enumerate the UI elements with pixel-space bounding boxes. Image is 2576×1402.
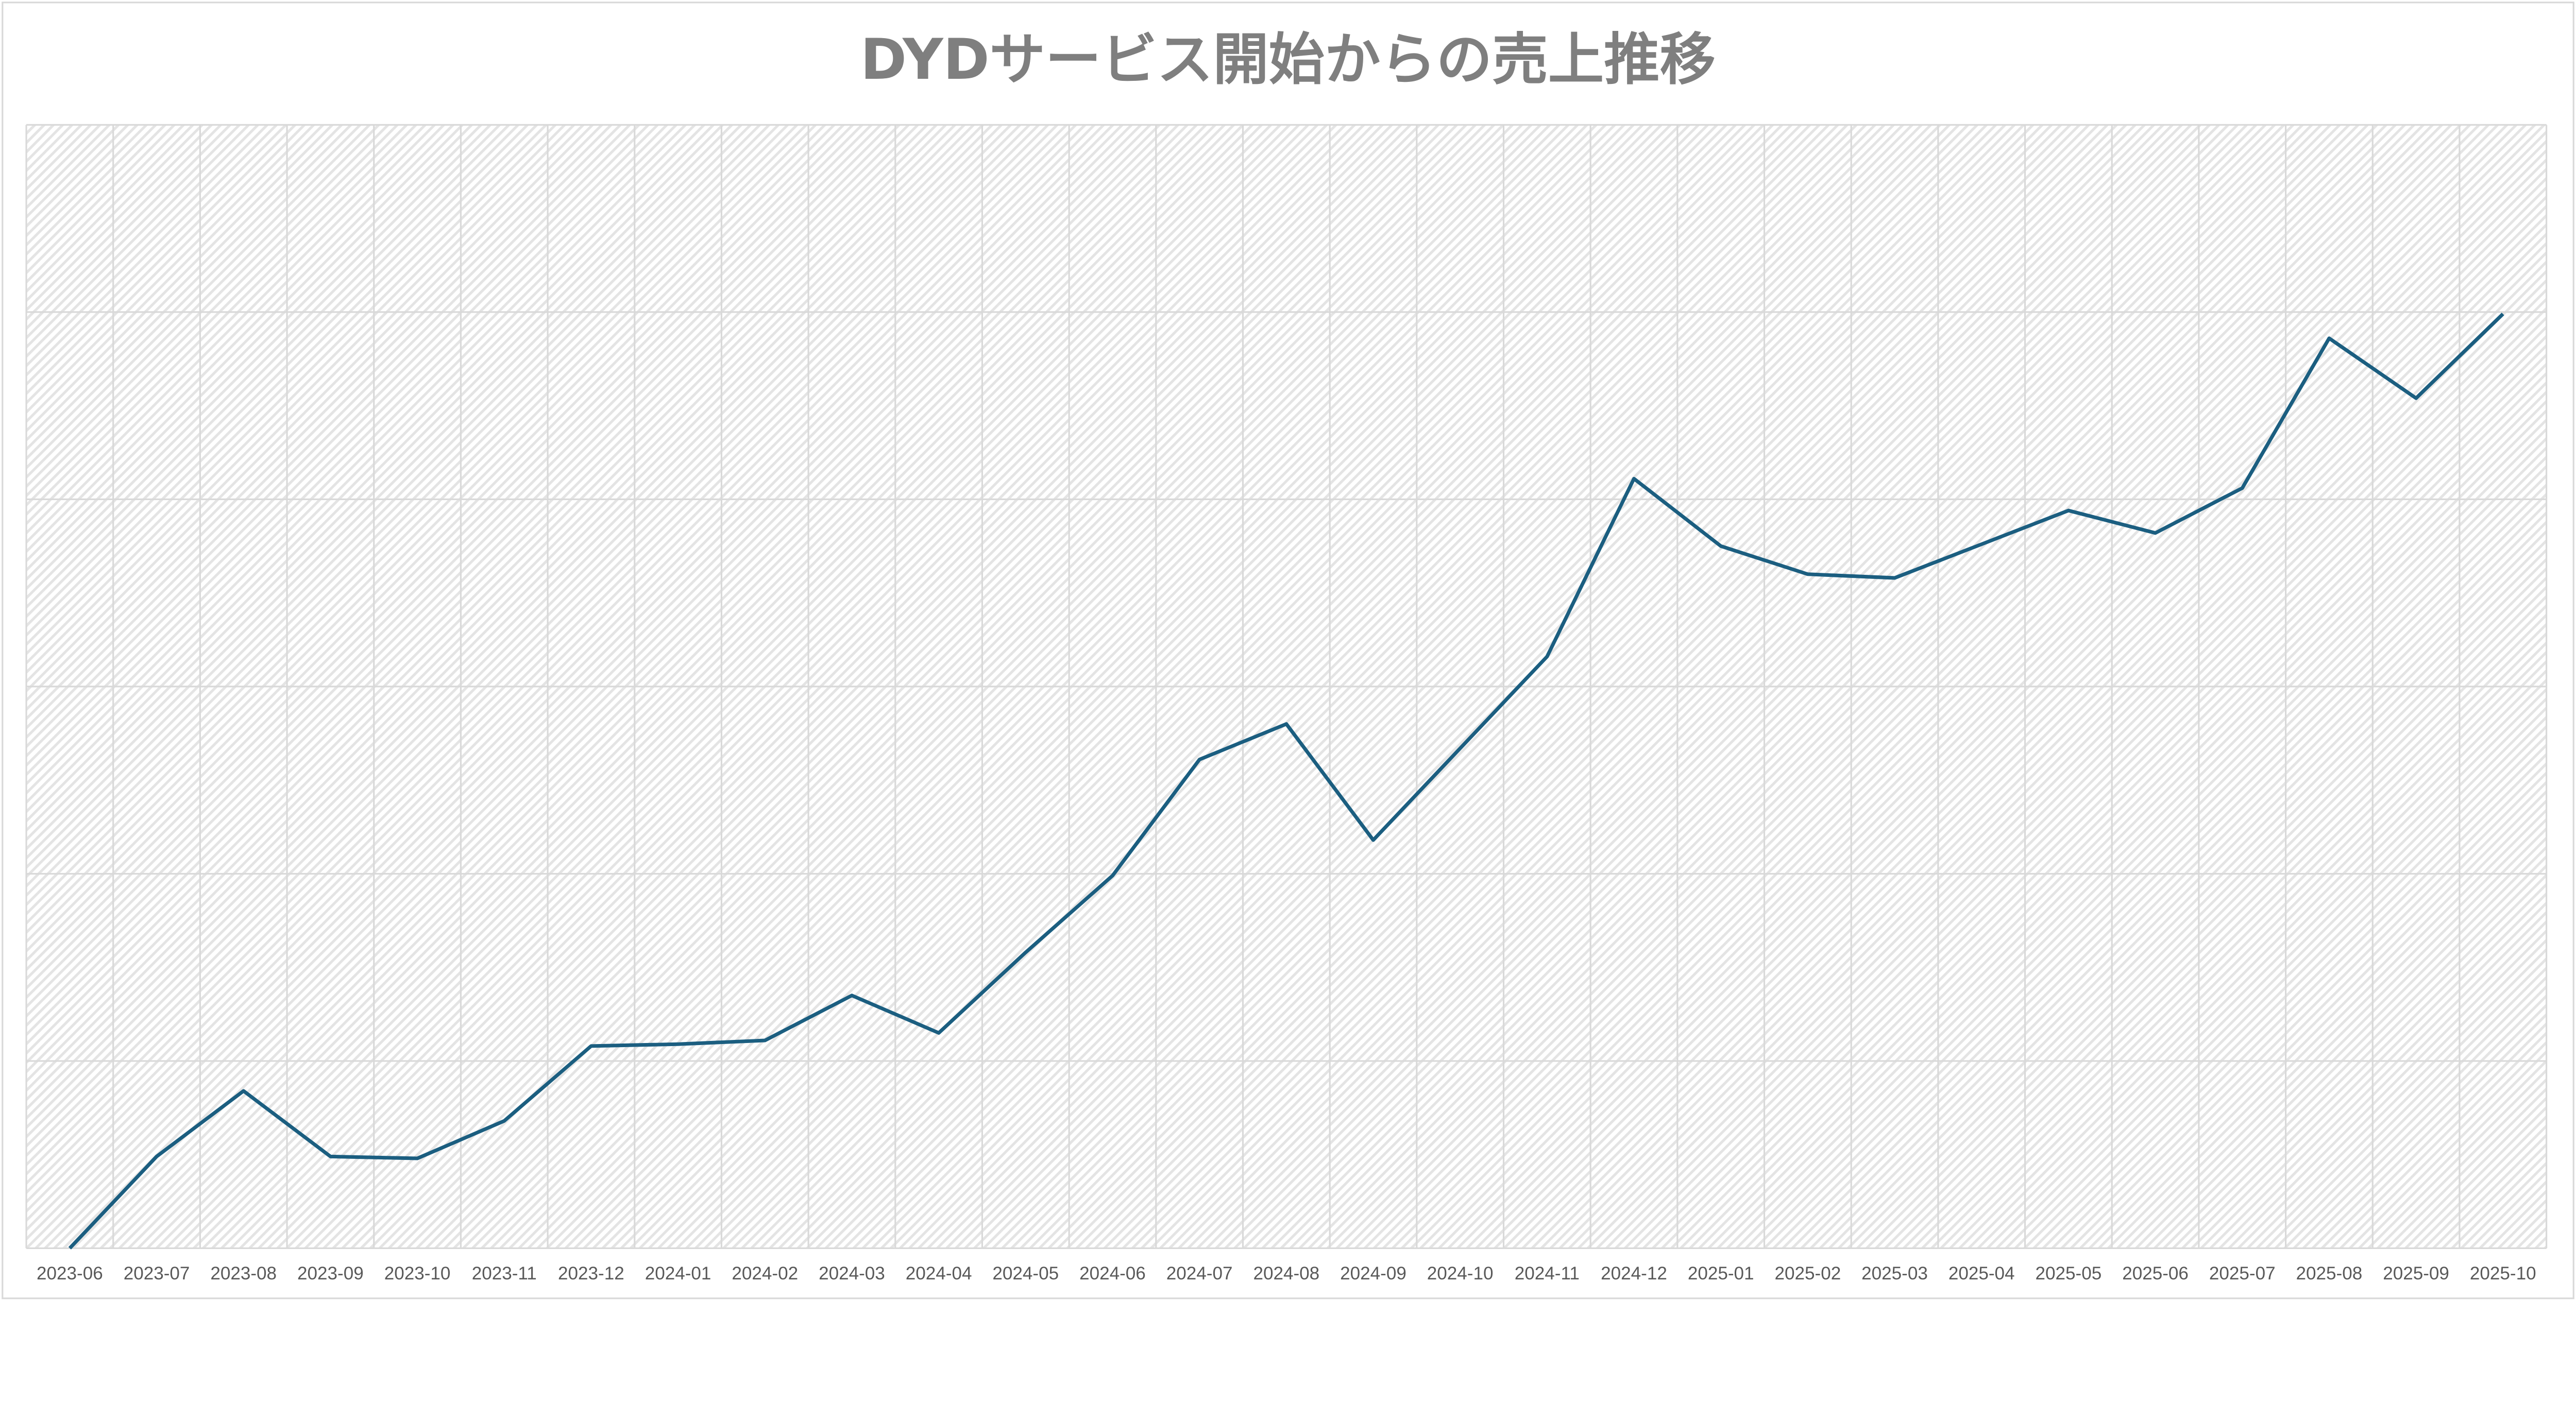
- x-tick-label: 2024-03: [819, 1263, 885, 1284]
- x-tick-label: 2025-10: [2470, 1263, 2536, 1284]
- series-group: [68, 312, 2504, 1250]
- x-tick-label: 2025-08: [2296, 1263, 2363, 1284]
- x-tick-label: 2025-04: [1948, 1263, 2015, 1284]
- line-chart: DYDサービス開始からの売上推移 2023-06 2023-07 2023-08 20…: [2, 2, 2574, 1300]
- x-tick-label: 2024-07: [1166, 1263, 1233, 1284]
- x-tick-label: 2024-11: [1515, 1263, 1580, 1284]
- x-tick-label: 2023-11: [472, 1263, 537, 1284]
- x-tick-label: 2024-02: [732, 1263, 798, 1284]
- x-tick-label: 2025-02: [1775, 1263, 1841, 1284]
- x-tick-label: 2025-09: [2383, 1263, 2449, 1284]
- x-tick-label: 2023-09: [297, 1263, 364, 1284]
- x-tick-label: 2025-05: [2036, 1263, 2102, 1284]
- x-tick-label: 2024-05: [992, 1263, 1059, 1284]
- x-tick-label: 2025-06: [2122, 1263, 2189, 1284]
- gridlines: [25, 124, 2548, 1250]
- x-tick-label: 2023-10: [384, 1263, 451, 1284]
- x-axis-ticks: 2023-06 2023-07 2023-08 2023-09 2023-10 2023-…: [37, 1263, 2536, 1284]
- x-tick-label: 2023-12: [558, 1263, 624, 1284]
- x-tick-label: 2023-06: [37, 1263, 103, 1284]
- x-tick-label: 2024-08: [1253, 1263, 1319, 1284]
- x-tick-label: 2024-09: [1340, 1263, 1406, 1284]
- x-tick-label: 2025-07: [2209, 1263, 2276, 1284]
- x-tick-label: 2023-07: [124, 1263, 190, 1284]
- x-tick-label: 2025-03: [1861, 1263, 1928, 1284]
- chart-title: DYDサービス開始からの売上推移: [860, 27, 1716, 92]
- x-tick-label: 2023-08: [210, 1263, 277, 1284]
- x-tick-label: 2024-06: [1079, 1263, 1146, 1284]
- x-tick-label: 2024-04: [906, 1263, 972, 1284]
- x-tick-label: 2024-10: [1427, 1263, 1494, 1284]
- x-tick-label: 2025-01: [1688, 1263, 1754, 1284]
- x-tick-label: 2024-01: [645, 1263, 711, 1284]
- x-tick-label: 2024-12: [1601, 1263, 1667, 1284]
